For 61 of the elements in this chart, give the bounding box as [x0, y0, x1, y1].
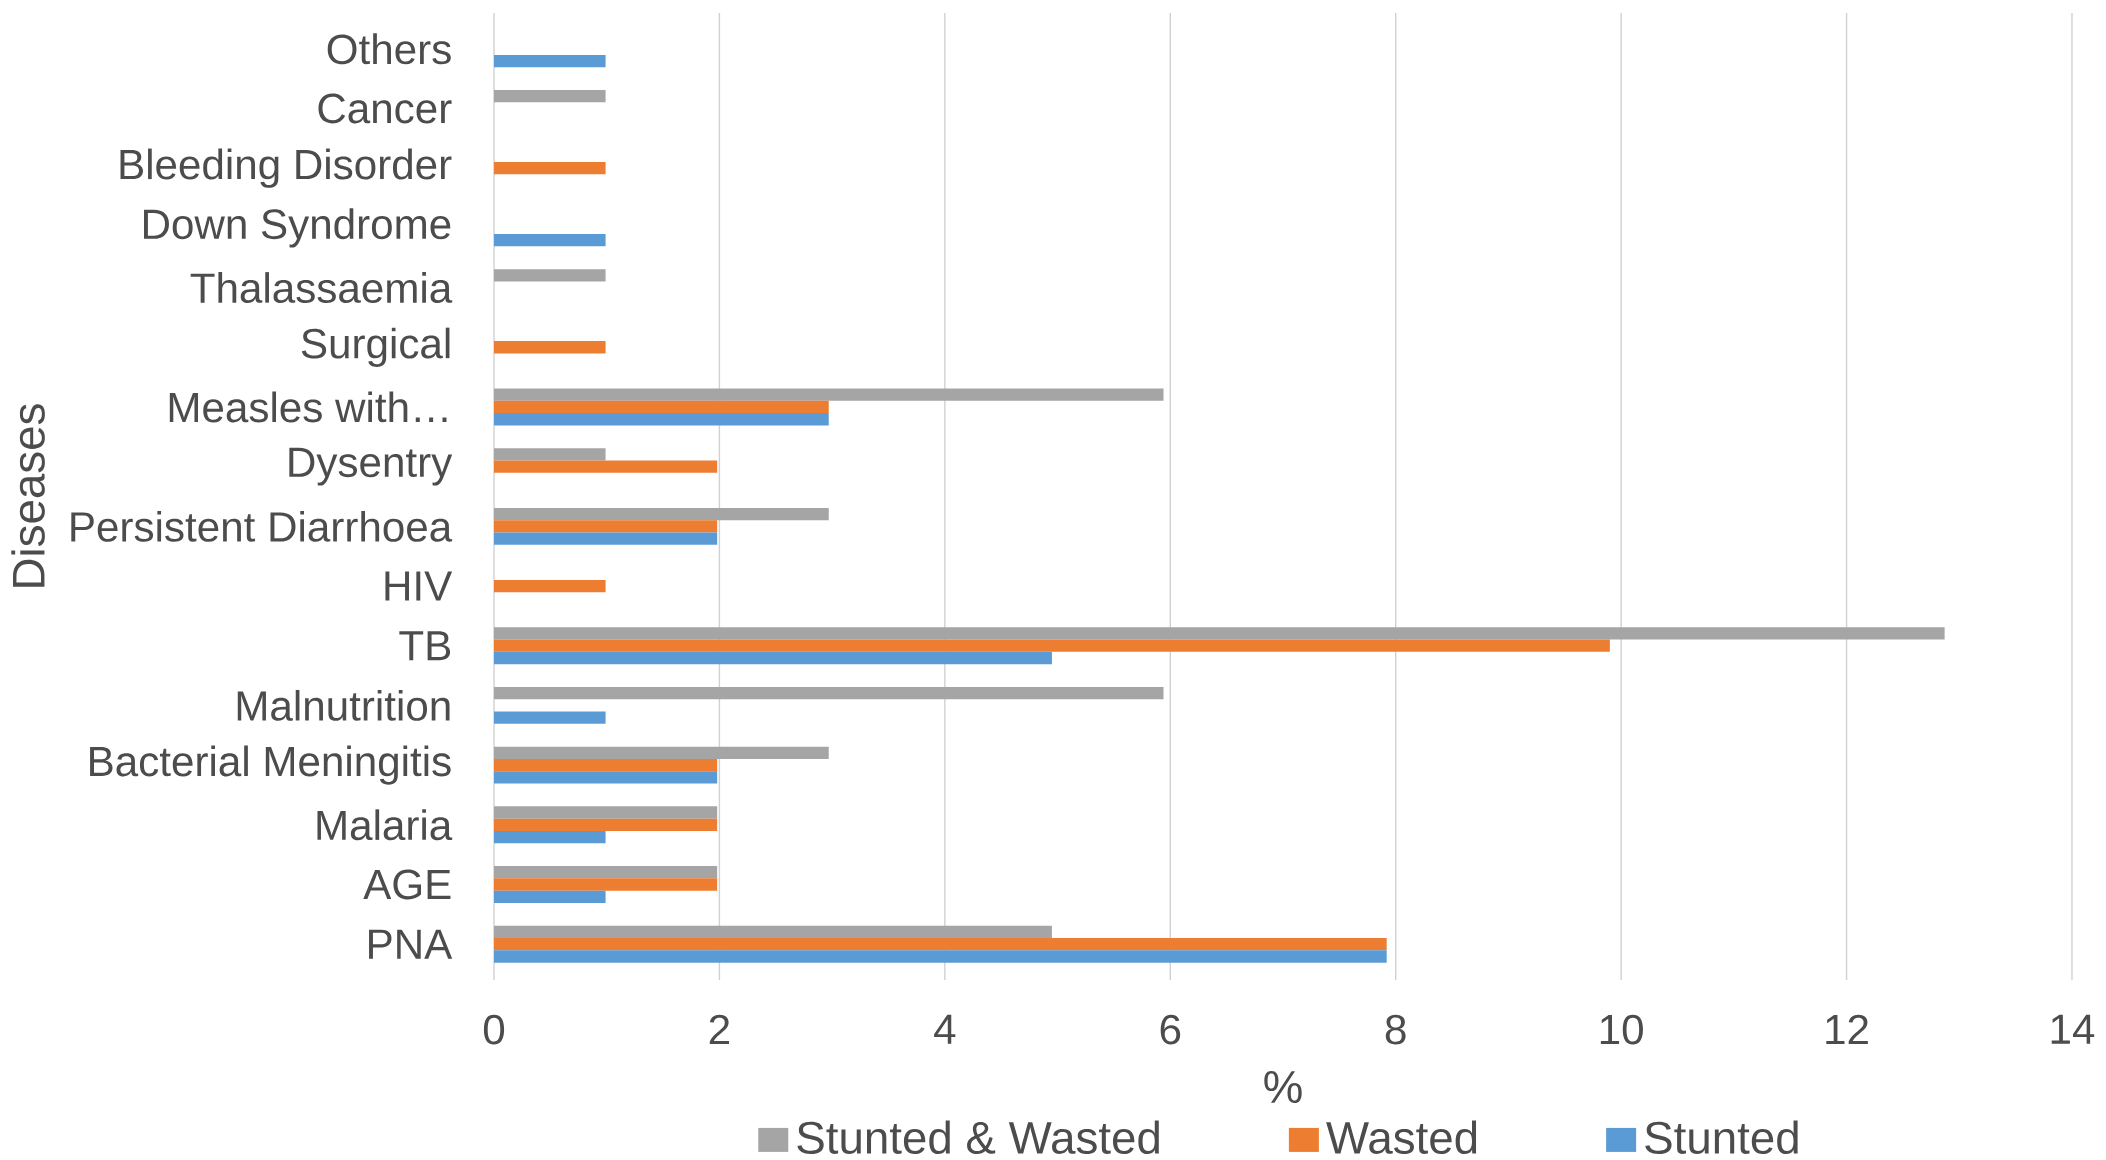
bar [493, 878, 718, 891]
x-tick-label: 0 [483, 1014, 505, 1045]
bar [493, 758, 718, 772]
bar [493, 746, 829, 759]
bar [493, 388, 1164, 401]
bar [493, 771, 718, 784]
bar [493, 711, 606, 724]
legend-label: Wasted [1326, 1120, 1477, 1155]
y-tick-label: Surgical [301, 327, 450, 367]
bar [493, 269, 606, 282]
y-tick-label: Persistent Diarrhoea [71, 510, 453, 542]
bar [493, 532, 718, 545]
bar [493, 818, 718, 831]
y-tick-label: PNA [369, 929, 453, 959]
y-tick-label: HIV [385, 571, 453, 601]
y-tick-label: Thalassaemia [190, 272, 453, 304]
x-tick-label: 2 [709, 1014, 730, 1045]
legend-label: Stunted & Wasted [797, 1120, 1159, 1155]
y-tick-label: Cancer [318, 93, 452, 124]
bar [493, 413, 829, 426]
bar [493, 627, 1945, 640]
x-tick-label: 12 [1826, 1014, 1868, 1045]
y-tick-label: Dysentry [289, 447, 453, 486]
y-tick-label: Down Syndrome [144, 208, 451, 248]
x-tick-label: 14 [2051, 1014, 2095, 1044]
bar [493, 925, 1052, 939]
y-tick-label: Measles with… [169, 391, 447, 423]
y-axis-title: Diseases [11, 404, 45, 587]
bar [493, 460, 718, 473]
y-tick-label: Malnutrition [237, 689, 450, 721]
bar [493, 938, 1387, 951]
bar [493, 341, 606, 354]
y-tick-label: AGE [363, 869, 451, 900]
bar [493, 507, 829, 521]
bar [493, 234, 606, 247]
bar [493, 639, 1610, 652]
bar [493, 162, 606, 175]
y-tick-label: Malaria [317, 809, 453, 841]
bar [493, 520, 718, 533]
bar [493, 806, 718, 819]
y-tick-label: Bacterial Meningitis [90, 745, 451, 785]
bar [493, 686, 1164, 700]
bar [493, 448, 606, 461]
bar [493, 651, 1052, 665]
legend-label: Stunted [1645, 1120, 1798, 1155]
y-tick-label: TB [399, 631, 451, 661]
bar [493, 90, 606, 103]
bar [493, 866, 718, 879]
x-axis-title: % [1264, 1071, 1302, 1103]
bar [493, 54, 606, 68]
bar [493, 400, 829, 414]
y-tick-label: Others [327, 33, 451, 65]
x-tick-label: 8 [1385, 1014, 1406, 1045]
x-tick-label: 6 [1160, 1014, 1181, 1045]
x-tick-label: 10 [1600, 1014, 1643, 1045]
bar [493, 579, 606, 593]
bar [493, 890, 606, 903]
bar [493, 950, 1387, 963]
y-tick-label: Bleeding Disorder [120, 148, 452, 188]
bar [493, 830, 606, 844]
x-tick-label: 4 [934, 1014, 956, 1044]
